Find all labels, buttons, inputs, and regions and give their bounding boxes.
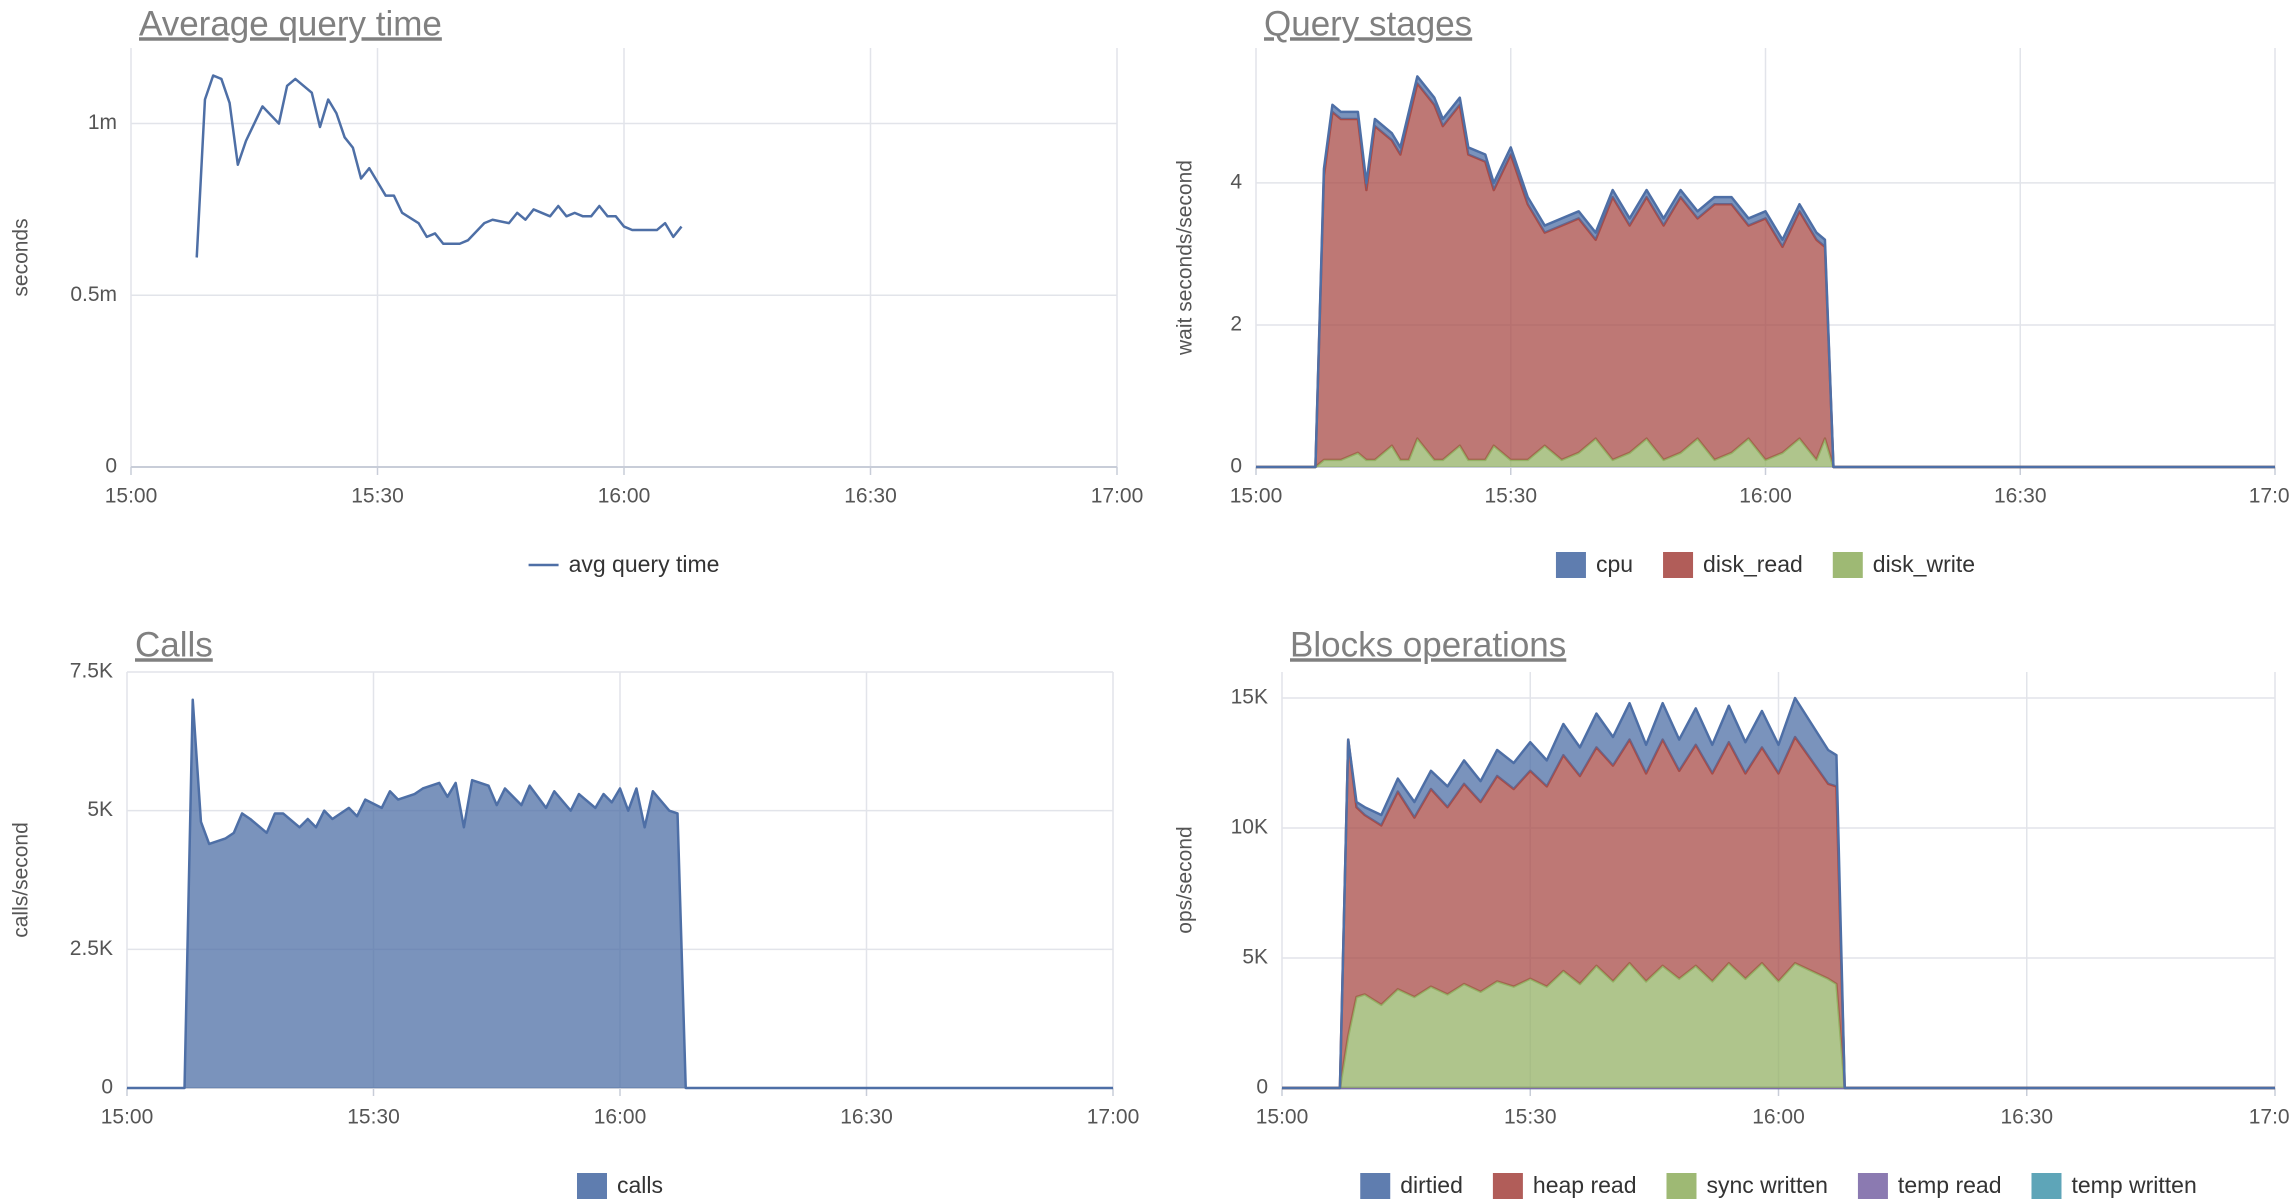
area	[1282, 737, 2275, 1088]
x-tick-label: 15:00	[101, 1106, 154, 1129]
y-tick-label: 4	[1230, 170, 1242, 193]
y-tick-label: 5K	[1242, 946, 1268, 969]
legend-swatch	[576, 1173, 607, 1199]
y-tick-label: 0	[1256, 1076, 1268, 1099]
x-tick-label: 17:00	[1091, 485, 1144, 508]
legend-label: disk_write	[1873, 551, 1975, 577]
y-tick-label: 15K	[1231, 686, 1268, 709]
legend-swatch	[1492, 1173, 1523, 1199]
legend-item: disk_read	[1663, 551, 1803, 578]
legend-item: disk_write	[1832, 551, 1975, 578]
legend-swatch	[1555, 552, 1586, 578]
y-tick-label: 0	[1230, 455, 1242, 478]
x-tick-label: 15:00	[105, 485, 158, 508]
legend-swatch	[2031, 1173, 2062, 1199]
x-tick-label: 15:30	[1504, 1106, 1557, 1129]
y-tick-label: 2	[1230, 313, 1242, 336]
x-tick-label: 16:30	[840, 1106, 893, 1129]
y-tick-label: 0.5m	[70, 283, 117, 306]
x-tick-label: 15:00	[1256, 1106, 1309, 1129]
x-tick-label: 16:00	[594, 1106, 647, 1129]
legend-label: temp read	[1898, 1172, 2002, 1198]
legend-item: avg query time	[528, 551, 720, 577]
y-tick-label: 10K	[1231, 816, 1268, 839]
area	[1256, 83, 2275, 467]
legend-swatch	[1857, 1173, 1888, 1199]
area-outline	[1282, 696, 2275, 1090]
legend-label: cpu	[1596, 551, 1633, 577]
legend-label: temp written	[2071, 1172, 2196, 1198]
legend-label: calls	[617, 1172, 663, 1198]
legend-swatch	[1666, 1173, 1697, 1199]
chart-title: Query stages	[1264, 4, 1472, 43]
legend-item: dirtied	[1360, 1172, 1463, 1199]
chart-title: Average query time	[139, 4, 442, 43]
x-tick-label: 16:30	[1994, 485, 2047, 508]
y-tick-label: 0	[105, 455, 117, 478]
x-tick-label: 16:30	[844, 485, 897, 508]
legend-label: dirtied	[1400, 1172, 1463, 1198]
x-tick-label: 17:00	[2249, 485, 2290, 508]
x-tick-label: 16:30	[2000, 1106, 2053, 1129]
legend-item: sync written	[1666, 1172, 1828, 1199]
legend-label: sync written	[1706, 1172, 1827, 1198]
x-tick-label: 15:30	[347, 1106, 400, 1129]
y-tick-label: 0	[101, 1076, 113, 1099]
legend-item: temp read	[1857, 1172, 2002, 1199]
legend-label: heap read	[1533, 1172, 1637, 1198]
x-tick-label: 15:00	[1230, 485, 1283, 508]
y-axis-label: calls/second	[10, 822, 33, 938]
x-tick-label: 17:00	[2249, 1106, 2290, 1129]
x-tick-label: 15:30	[1484, 485, 1537, 508]
y-axis-label: seconds	[10, 218, 33, 296]
legend-item: heap read	[1492, 1172, 1637, 1199]
legend-swatch	[1663, 552, 1694, 578]
area	[127, 699, 1113, 1088]
y-tick-label: 7.5K	[70, 660, 113, 683]
x-tick-label: 17:00	[1087, 1106, 1140, 1129]
area-outline	[1256, 75, 2275, 469]
y-tick-label: 5K	[87, 798, 113, 821]
y-tick-label: 2.5K	[70, 937, 113, 960]
legend-swatch	[1360, 1173, 1391, 1199]
legend-item: calls	[576, 1172, 663, 1199]
y-tick-label: 1m	[88, 111, 117, 134]
chart-title: Calls	[135, 625, 213, 664]
chart-title: Blocks operations	[1290, 625, 1566, 664]
y-axis-label: ops/second	[1174, 826, 1197, 933]
area-outline	[127, 698, 1113, 1090]
legend-label: disk_read	[1703, 551, 1803, 577]
y-axis-label: wait seconds/second	[1174, 160, 1197, 356]
x-tick-label: 16:00	[1739, 485, 1792, 508]
x-tick-label: 16:00	[1752, 1106, 1805, 1129]
x-tick-label: 15:30	[351, 485, 404, 508]
line	[195, 74, 683, 258]
legend-item: cpu	[1555, 551, 1633, 578]
area	[1282, 963, 2275, 1088]
legend-label: avg query time	[569, 551, 720, 577]
legend-item: temp written	[2031, 1172, 2197, 1199]
x-tick-label: 16:00	[598, 485, 651, 508]
legend-swatch	[1832, 552, 1863, 578]
